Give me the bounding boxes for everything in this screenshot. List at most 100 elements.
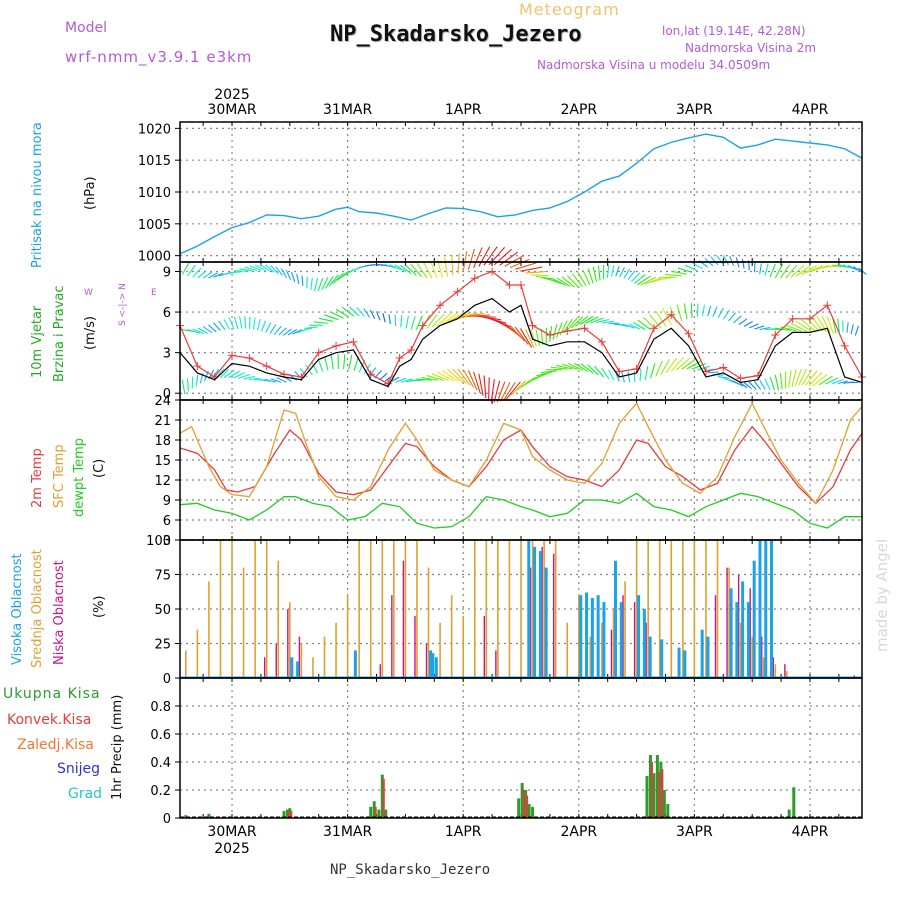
wind-gust-marker <box>528 321 537 330</box>
total-precip-bar <box>184 815 188 818</box>
wind-gust-marker <box>470 274 479 283</box>
wind-arrow <box>244 266 257 272</box>
wind-arrow <box>847 264 858 271</box>
wind-arrow <box>318 317 334 322</box>
panel-frame <box>179 677 863 819</box>
high-cloud-bar <box>619 602 623 678</box>
wind-arrow <box>850 324 854 335</box>
wind-gust-marker <box>488 267 497 276</box>
low-cloud-bar <box>414 615 416 678</box>
wind-arrow <box>624 324 636 329</box>
wind-arrow <box>275 266 283 276</box>
wind-arrow <box>442 370 459 382</box>
wind-arrow <box>780 264 791 279</box>
wind-arrow <box>644 365 649 381</box>
high-cloud-bar <box>746 602 750 678</box>
low-cloud-bar <box>645 622 647 678</box>
wind-arrow <box>785 264 798 279</box>
wind-arrow <box>590 317 604 324</box>
wind-arrow <box>702 368 715 372</box>
temp-2m-line <box>179 425 863 505</box>
wind-gust-marker <box>771 331 780 340</box>
cloud-ylabel1: Visoka Oblacnost <box>10 553 25 665</box>
mid-cloud-bar <box>520 540 522 678</box>
high-cloud-bar <box>729 588 733 678</box>
wind-arrow <box>304 326 318 329</box>
wind-arrow <box>317 358 324 372</box>
wind-arrow <box>321 277 329 291</box>
mid-cloud-bar <box>682 540 684 678</box>
wind-arrow <box>400 314 403 328</box>
temp-ylabel1: 2m Temp <box>30 448 45 508</box>
y-tick-label: 12 <box>154 474 171 489</box>
wind-arrow <box>457 253 460 274</box>
mid-cloud-bar <box>242 567 245 678</box>
wind-arrow <box>467 248 475 270</box>
mid-cloud-bar <box>601 622 603 678</box>
wind-arrow <box>610 264 615 277</box>
wind-arrow <box>525 329 535 348</box>
wind-arrow <box>738 318 748 326</box>
wind-unit: (m/s) <box>83 316 98 350</box>
wind-arrow <box>801 369 813 386</box>
wind-arrow <box>707 371 719 374</box>
wind-arrow <box>556 277 571 288</box>
wind-arrow <box>540 370 557 374</box>
wind-arrow <box>683 303 688 320</box>
wind-arrow <box>580 363 594 374</box>
total-precip-bar <box>531 806 535 818</box>
wind-arrow <box>579 315 594 326</box>
convective-precip-bar <box>290 811 293 818</box>
temp-sfc-line <box>179 401 863 505</box>
total-precip-bar <box>652 773 656 818</box>
y-tick-label: 6 <box>163 306 171 321</box>
wind-arrow <box>436 371 454 382</box>
wind-gust-marker <box>615 367 624 376</box>
low-cloud-bar <box>263 657 266 678</box>
wind-arrow <box>587 268 594 284</box>
wind-arrow <box>649 314 662 329</box>
total-precip-bar <box>792 787 796 818</box>
wind-arrow <box>468 314 490 317</box>
wind-arrow <box>317 277 324 292</box>
wind-arrow <box>405 315 409 329</box>
wind-arrow <box>556 364 573 370</box>
wind-arrow <box>795 320 812 332</box>
total-precip-bar <box>659 762 663 818</box>
wind-arrow <box>676 304 683 322</box>
wind-arrow <box>671 270 687 275</box>
wind-arrow <box>259 379 271 382</box>
total-precip-bar <box>655 755 659 818</box>
wind-gust-marker <box>823 301 832 310</box>
mid-cloud-bar <box>404 540 407 678</box>
wind-arrow <box>197 327 209 334</box>
wind-arrow <box>348 354 353 370</box>
wind-arrow <box>660 359 670 375</box>
low-cloud-bar <box>541 546 543 678</box>
low-cloud-bar <box>402 560 405 678</box>
wind-arrow <box>514 326 529 345</box>
low-cloud-bar <box>379 664 381 678</box>
wind-arrow <box>270 265 279 275</box>
low-cloud-bar <box>633 602 636 678</box>
wind-arrow <box>818 375 833 386</box>
high-cloud-bar <box>585 592 589 678</box>
wind-arrow <box>790 264 805 278</box>
wind-arrow <box>473 247 483 269</box>
wind-arrow <box>748 381 757 390</box>
wind-arrow <box>519 328 533 348</box>
high-cloud-bar <box>353 650 357 678</box>
low-cloud-bar <box>737 574 740 678</box>
wind-arrow <box>801 265 818 276</box>
mid-cloud-bar <box>624 581 626 678</box>
meteogram-label: Meteogram <box>519 0 620 19</box>
mid-cloud-bar <box>450 595 453 678</box>
watermark: made by Angel <box>873 538 891 652</box>
wind-arrow <box>197 270 207 279</box>
wind-arrow <box>842 264 854 270</box>
high-cloud-bar <box>637 595 641 678</box>
wind-arrow <box>769 376 776 391</box>
wind-arrow <box>499 382 511 402</box>
y-tick-label: 1000 <box>138 250 171 265</box>
wind-arrow <box>670 356 685 372</box>
